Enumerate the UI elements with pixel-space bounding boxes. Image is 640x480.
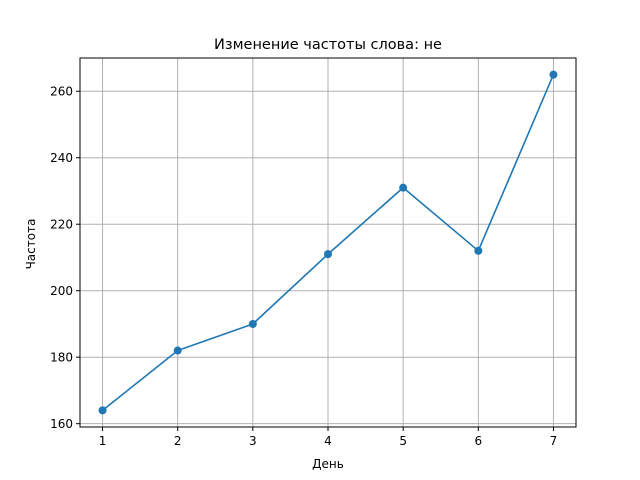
x-tick-label: 4 (324, 434, 332, 448)
y-tick-label: 260 (50, 85, 73, 99)
data-point (98, 406, 107, 415)
y-tick-label: 220 (50, 218, 73, 232)
x-tick-label: 6 (474, 434, 482, 448)
y-tick-label: 160 (50, 417, 73, 431)
x-tick-label: 3 (249, 434, 257, 448)
data-point (474, 246, 483, 255)
data-point (399, 183, 408, 192)
grid-lines (80, 58, 576, 427)
data-point (324, 250, 332, 259)
data-point (173, 346, 182, 355)
x-tick-label: 1 (99, 434, 107, 448)
x-tick-label: 5 (399, 434, 407, 448)
x-axis-ticks: 1 2 3 4 5 6 7 (99, 427, 558, 448)
x-tick-label: 7 (550, 434, 558, 448)
chart-title: Изменение частоты слова: не (214, 37, 442, 53)
x-tick-label: 2 (174, 434, 182, 448)
y-axis-ticks: 160 180 200 220 240 260 (50, 85, 80, 431)
series-group (98, 70, 558, 415)
y-tick-label: 180 (50, 351, 73, 365)
x-axis-label: День (312, 457, 344, 471)
y-tick-label: 200 (50, 284, 73, 298)
data-point (549, 70, 558, 79)
plot-frame (79, 57, 577, 428)
data-point (248, 319, 257, 328)
y-axis-label: Частота (24, 219, 38, 270)
y-tick-label: 240 (50, 151, 73, 165)
